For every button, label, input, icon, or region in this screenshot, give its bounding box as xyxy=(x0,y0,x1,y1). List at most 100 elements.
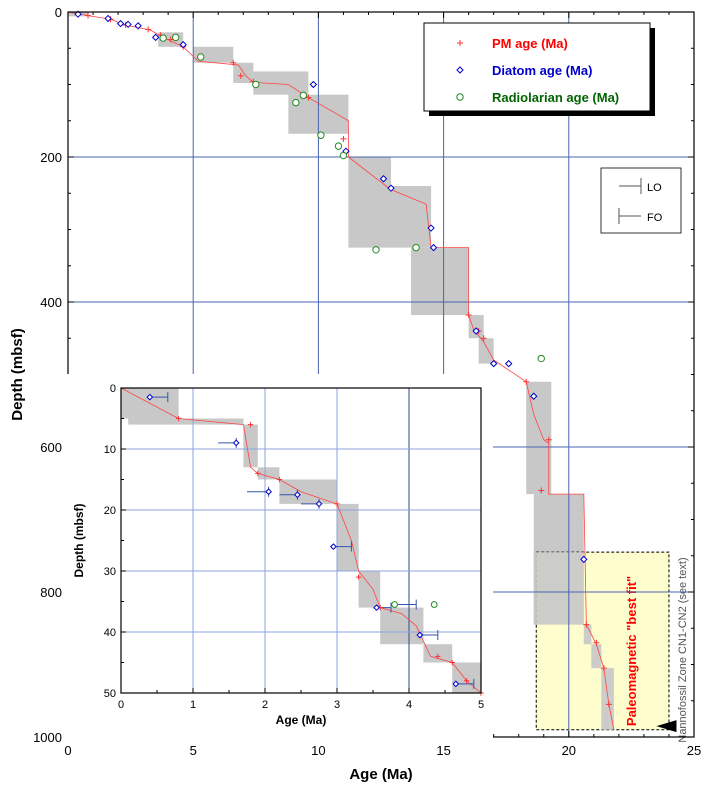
point-diamond-9 xyxy=(379,175,388,183)
inset-y-axis-label: Depth (mbsf) xyxy=(72,504,86,578)
y-tick-label-3: 600 xyxy=(40,440,62,455)
inset-point-diamond-7 xyxy=(416,631,424,639)
inset-point-plus-7 xyxy=(435,653,441,660)
legend-label-2: Radiolarian age (Ma) xyxy=(492,90,619,105)
point-circle-6 xyxy=(317,131,325,139)
point-diamond-13 xyxy=(472,327,480,335)
inset-x-tick-label-0: 0 xyxy=(118,699,124,711)
lo-label: LO xyxy=(647,182,662,194)
legend-marker-0 xyxy=(457,40,463,46)
point-diamond-11 xyxy=(427,224,435,232)
x-tick-label-4: 20 xyxy=(562,743,576,758)
inset-point-circle-0 xyxy=(391,601,398,608)
inset-shade-box-6 xyxy=(358,571,381,608)
point-diamond-1 xyxy=(104,14,112,23)
point-plus-10 xyxy=(305,94,312,101)
point-circle-3 xyxy=(252,80,260,89)
inset-point-circle-1 xyxy=(430,601,438,608)
inset-x-tick-label-5: 5 xyxy=(478,699,484,711)
inset-shade-box-4 xyxy=(279,479,337,504)
point-circle-10 xyxy=(412,243,420,252)
point-circle-2 xyxy=(197,53,205,61)
inset-background xyxy=(63,374,493,745)
point-plus-19 xyxy=(593,639,600,646)
point-circle-11 xyxy=(537,354,545,363)
point-circle-5 xyxy=(299,91,308,100)
point-circle-8 xyxy=(339,151,348,160)
range-legend: LO FO xyxy=(600,167,682,234)
point-circle-9 xyxy=(372,246,380,254)
inset-shade-box-7 xyxy=(380,607,424,645)
inset-y-tick-label-5: 50 xyxy=(104,688,116,700)
point-diamond-6 xyxy=(179,40,187,49)
point-plus-18 xyxy=(583,621,590,628)
inset-point-plus-4 xyxy=(334,501,340,507)
point-circle-0 xyxy=(171,33,180,42)
shade-box-9 xyxy=(468,315,484,339)
point-diamond-4 xyxy=(134,22,142,30)
inset-point-diamond-4 xyxy=(315,500,323,508)
legend-label-0: PM age (Ma) xyxy=(492,36,568,51)
point-circle-1 xyxy=(159,34,167,42)
point-diamond-17 xyxy=(580,555,588,564)
inset-point-plus-5 xyxy=(355,574,362,580)
point-diamond-10 xyxy=(387,184,395,192)
shade-box-10 xyxy=(478,338,494,364)
point-plus-11 xyxy=(340,135,347,142)
y-tick-label-0: 0 xyxy=(55,5,62,20)
age-depth-line xyxy=(67,11,615,730)
inset-y-tick-label-1: 10 xyxy=(104,444,116,456)
inset-point-plus-3 xyxy=(276,476,283,483)
x-tick-label-2: 10 xyxy=(311,743,325,758)
inset-shade-box-8 xyxy=(423,644,453,663)
inset-point-plus-0 xyxy=(175,415,182,422)
legend-marker-2 xyxy=(456,93,464,101)
point-plus-5 xyxy=(167,36,174,43)
inset-shade-box-2 xyxy=(243,424,258,468)
inset-point-plus-9 xyxy=(463,678,470,684)
point-plus-7 xyxy=(230,59,237,66)
inset-age-depth-line xyxy=(120,387,482,694)
point-plus-17 xyxy=(538,487,545,494)
y-tick-label-2: 400 xyxy=(40,295,62,310)
point-plus-0 xyxy=(85,12,92,19)
best-fit-shade-0 xyxy=(533,552,584,625)
x-axis-label: Age (Ma) xyxy=(349,766,412,783)
x-tick-label-0: 0 xyxy=(64,743,71,758)
point-plus-20 xyxy=(600,665,607,672)
inset-point-plus-2 xyxy=(255,470,261,477)
inset-point-diamond-0 xyxy=(146,393,154,401)
y-tick-label-4: 800 xyxy=(40,585,62,600)
best-fit-shade-2 xyxy=(591,644,602,669)
x-tick-label-3: 15 xyxy=(436,743,450,758)
point-diamond-5 xyxy=(151,33,160,42)
legend-marker-1 xyxy=(456,66,464,74)
fo-label: FO xyxy=(647,212,663,224)
inset-point-plus-8 xyxy=(449,659,455,666)
inset-point-plus-1 xyxy=(247,421,254,428)
nannofossil-arrow xyxy=(656,720,677,733)
legend-label-1: Diatom age (Ma) xyxy=(492,63,592,78)
legend: PM age (Ma) Diatom age (Ma) Radiolarian ag… xyxy=(423,22,655,116)
point-plus-21 xyxy=(605,701,612,708)
inset-point-diamond-1 xyxy=(232,439,240,447)
nannofossil-zone-label: Nannofossil Zone CN1-CN2 (see text) xyxy=(677,557,689,742)
inset-point-diamond-5 xyxy=(329,543,337,551)
inset-x-tick-label-4: 4 xyxy=(406,699,412,711)
point-plus-12 xyxy=(465,312,472,319)
inset-shade-box-5 xyxy=(337,503,359,571)
y-tick-label-1: 200 xyxy=(40,150,62,165)
inset-y-tick-label-4: 40 xyxy=(104,627,116,639)
point-plus-14 xyxy=(480,335,487,342)
best-fit-zone: Paleomagnetic "best fit" Nannofossil Zone… xyxy=(533,551,689,743)
main-data-points xyxy=(74,10,612,708)
point-diamond-14 xyxy=(489,359,498,368)
range-legend-box xyxy=(600,167,682,234)
inset-point-diamond-3 xyxy=(293,491,301,499)
best-fit-shade-1 xyxy=(583,624,592,645)
inset-x-axis-label: Age (Ma) xyxy=(276,713,327,727)
point-diamond-7 xyxy=(309,80,318,89)
shade-box-6 xyxy=(348,157,392,248)
